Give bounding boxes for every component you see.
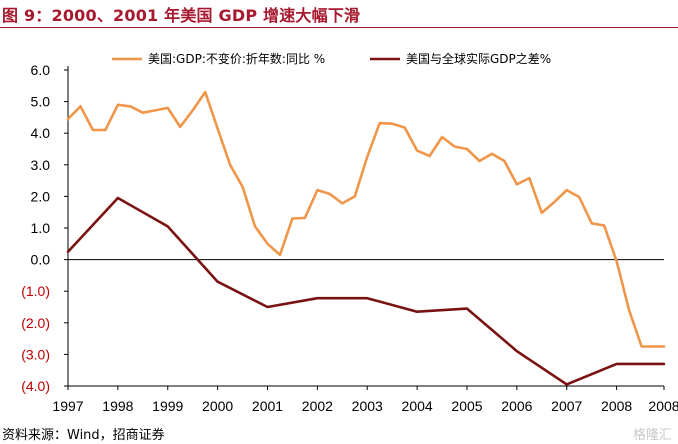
x-tick-label: 2008 bbox=[601, 398, 632, 414]
y-tick-label: 5.0 bbox=[31, 94, 51, 110]
series-line-1 bbox=[66, 90, 666, 348]
x-tick-label: 2005 bbox=[451, 398, 482, 414]
x-tick-label: 2006 bbox=[501, 398, 532, 414]
legend-label-2: 美国与全球实际GDP之差% bbox=[406, 51, 551, 66]
y-tick-label: 4.0 bbox=[31, 125, 51, 141]
legend-label-1: 美国:GDP:不变价:折年数:同比 % bbox=[148, 51, 325, 66]
series-line-2 bbox=[66, 196, 666, 386]
y-tick-label: (3.0) bbox=[21, 346, 50, 362]
chart-title: 图 9：2000、2001 年美国 GDP 增速大幅下滑 bbox=[2, 6, 361, 25]
x-tick-label: 2000 bbox=[202, 398, 233, 414]
x-tick-label: 2001 bbox=[252, 398, 283, 414]
line-chart: 6.0 5.0 4.0 3.0 2.0 1.0 0.0 (1.0) (2.0) (3.0) (4.0… bbox=[21, 51, 678, 414]
x-tick-label: 1997 bbox=[52, 398, 83, 414]
title-divider bbox=[0, 27, 678, 28]
source-note: 资料来源：Wind，招商证券 bbox=[2, 428, 165, 443]
x-tick-label: 2002 bbox=[302, 398, 333, 414]
y-tick-label: 6.0 bbox=[31, 62, 51, 78]
y-tick-label: 0.0 bbox=[31, 252, 51, 268]
x-tick-label: 2008 bbox=[648, 398, 678, 414]
y-tick-label: (4.0) bbox=[21, 378, 50, 394]
y-tick-label: (2.0) bbox=[21, 315, 50, 331]
y-tick-label: 3.0 bbox=[31, 157, 51, 173]
x-tick-label: 2007 bbox=[551, 398, 582, 414]
y-tick-label: (1.0) bbox=[21, 283, 50, 299]
y-tick-label: 1.0 bbox=[31, 220, 51, 236]
y-tick-label: 2.0 bbox=[31, 188, 51, 204]
x-tick-label: 1998 bbox=[102, 398, 133, 414]
x-tick-label: 1999 bbox=[152, 398, 183, 414]
x-tick-label: 2004 bbox=[402, 398, 433, 414]
x-tick-label: 2003 bbox=[352, 398, 383, 414]
watermark-logo: 格隆汇 bbox=[632, 428, 672, 443]
